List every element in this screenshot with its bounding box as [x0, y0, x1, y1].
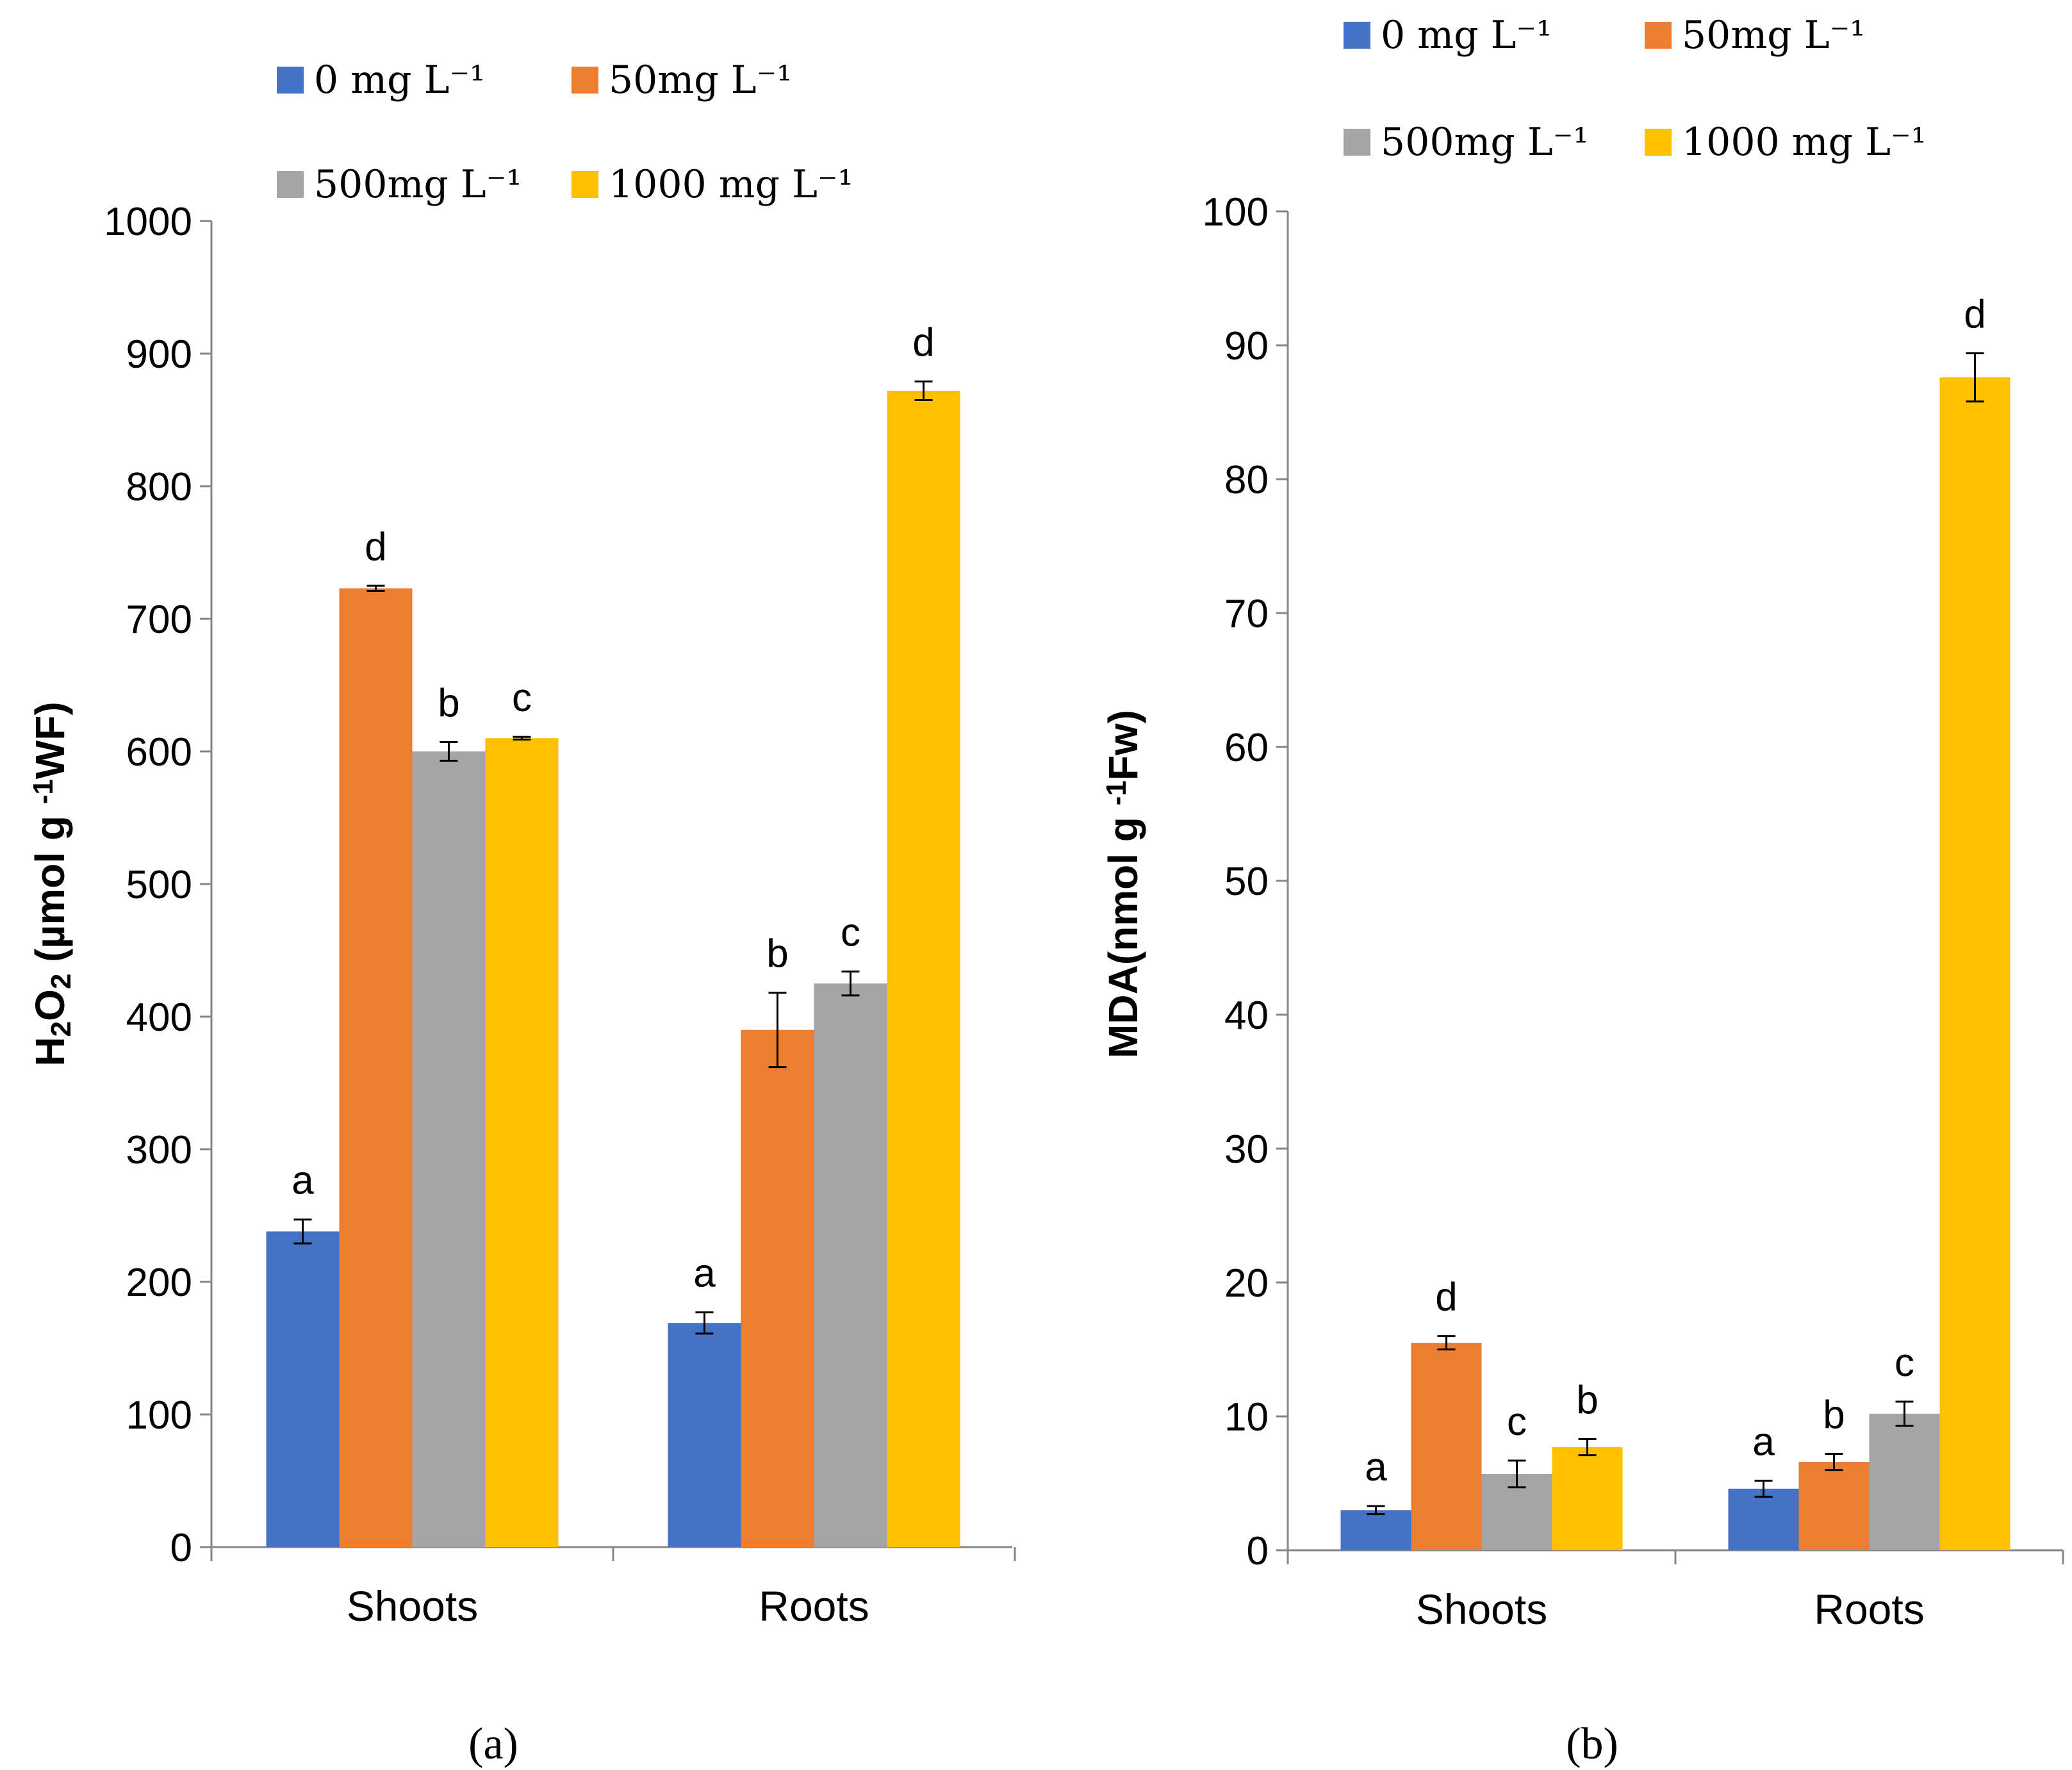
- panel-a-y-tick-label: 100: [126, 1393, 192, 1438]
- panel-b: 0 10 20 30 40 50 60 70 80 90 100 Shoots Roots a a d b c c b…: [1100, 13, 2064, 1769]
- panel-a-y-tick-label: 0: [170, 1526, 192, 1570]
- panel-a-category-label: Roots: [759, 1582, 869, 1630]
- panel-a-legend-swatch: [277, 171, 304, 198]
- panel-a-y-axis-title-part: (µmol g: [27, 804, 73, 973]
- panel-a-y-axis-title-part: O: [27, 989, 73, 1021]
- panel-a-significance-letter: a: [292, 1159, 314, 1203]
- panel-b-legend-swatch: [1344, 22, 1370, 49]
- panel-b-y-axis-title-part: -1: [1101, 780, 1132, 805]
- panel-b-y-tick-label: 20: [1224, 1261, 1269, 1306]
- panel-a-y-axis-title-part: 2: [45, 974, 77, 989]
- panel-b-legend-label: 50mg L⁻¹: [1682, 13, 1865, 58]
- panel-b-legend-label: 0 mg L⁻¹: [1381, 13, 1552, 58]
- panel-a-category-label: Shoots: [347, 1582, 478, 1630]
- panel-b-y-tick-label: 50: [1224, 860, 1269, 904]
- panel-a-label: (a): [468, 1719, 518, 1769]
- panel-b-bar: [1340, 1510, 1411, 1550]
- panel-b-legend-swatch: [1344, 129, 1370, 156]
- panel-b-significance-letter: d: [1964, 293, 1986, 337]
- panel-b-bar: [1411, 1343, 1482, 1550]
- panel-b-y-tick-label: 10: [1224, 1395, 1269, 1439]
- panel-b-y-tick-label: 100: [1203, 190, 1269, 234]
- panel-b-bar: [1869, 1413, 1940, 1550]
- panel-b-significance-letter: c: [1895, 1341, 1914, 1385]
- panel-a-y-tick-label: 1000: [104, 200, 192, 244]
- panel-b-significance-letter: c: [1507, 1400, 1527, 1444]
- panel-a-legend-label: 0 mg L⁻¹: [314, 58, 485, 102]
- panel-a-legend-label: 1000 mg L⁻¹: [609, 162, 853, 207]
- panel-a-bar: [266, 1231, 340, 1547]
- panel-b-y-tick-label: 30: [1224, 1127, 1269, 1172]
- panel-b-category-label: Roots: [1814, 1586, 1924, 1633]
- panel-b-label: (b): [1566, 1719, 1618, 1769]
- panel-a: 0 100 200 300 400 500 600 700 800 900 1000 Shoots Ro…: [27, 58, 1016, 1769]
- panel-a-y-axis-title-part: -1: [28, 779, 59, 804]
- panel-a-y-tick-label: 400: [126, 996, 192, 1040]
- panel-b-significance-letter: b: [1823, 1393, 1845, 1438]
- panel-b-legend-label: 1000 mg L⁻¹: [1682, 120, 1927, 165]
- panel-a-bar: [412, 751, 486, 1547]
- panel-a-significance-letter: c: [512, 676, 532, 720]
- panel-a-legend-label: 500mg L⁻¹: [314, 162, 522, 207]
- panel-a-bar: [339, 588, 413, 1547]
- panel-a-bar: [887, 390, 960, 1548]
- panel-b-significance-letter: b: [1576, 1379, 1598, 1423]
- panel-b-significance-letter: d: [1435, 1275, 1457, 1320]
- panel-a-bar: [741, 1029, 814, 1547]
- panel-b-y-tick-label: 40: [1224, 994, 1269, 1038]
- panel-b-y-tick-label: 90: [1224, 324, 1269, 368]
- panel-b-y-tick-label: 80: [1224, 458, 1269, 502]
- panel-b-bar: [1798, 1462, 1870, 1550]
- panel-b-legend-swatch: [1645, 22, 1672, 49]
- panel-a-significance-letter: c: [841, 911, 860, 955]
- panel-a-y-axis-title: H2O2 (µmol g -1WF): [27, 701, 77, 1066]
- panel-a-y-tick-label: 500: [126, 863, 192, 907]
- panel-a-bar: [814, 983, 887, 1547]
- panel-a-significance-letter: b: [766, 932, 788, 976]
- panel-a-bar: [668, 1323, 741, 1547]
- panel-b-y-axis-title: MDA(nmol g -1Fw): [1100, 710, 1146, 1058]
- panel-a-significance-letter: d: [365, 525, 386, 569]
- panel-b-category-label: Shoots: [1416, 1586, 1547, 1633]
- panel-b-y-tick-label: 70: [1224, 592, 1269, 636]
- panel-b-bar: [1552, 1447, 1623, 1550]
- panel-a-y-tick-label: 800: [126, 465, 192, 509]
- panel-b-significance-letter: a: [1365, 1445, 1387, 1489]
- panel-b-y-tick-label: 0: [1247, 1529, 1269, 1573]
- panel-a-legend-label: 50mg L⁻¹: [609, 58, 792, 102]
- panel-a-significance-letter: b: [438, 682, 459, 726]
- panel-a-bar: [485, 738, 559, 1547]
- panel-a-y-tick-label: 600: [126, 730, 192, 774]
- panel-a-y-tick-label: 200: [126, 1261, 192, 1305]
- panel-a-significance-letter: d: [912, 320, 934, 365]
- panel-b-y-tick-label: 60: [1224, 726, 1269, 770]
- panel-b-y-axis-title-part: Fw): [1100, 710, 1146, 780]
- panel-a-y-tick-label: 700: [126, 598, 192, 642]
- panel-a-legend-swatch: [571, 67, 598, 94]
- panel-a-y-tick-label: 900: [126, 332, 192, 377]
- panel-a-legend-swatch: [571, 171, 598, 198]
- panel-a-legend-swatch: [277, 67, 304, 94]
- panel-b-significance-letter: a: [1752, 1420, 1775, 1464]
- panel-b-bar: [1939, 377, 2010, 1551]
- panel-b-bar: [1728, 1488, 1799, 1550]
- panel-a-significance-letter: a: [693, 1252, 716, 1296]
- panel-b-legend-swatch: [1645, 129, 1672, 156]
- panel-b-legend-label: 500mg L⁻¹: [1381, 120, 1588, 165]
- panel-a-y-axis-title-part: 2: [45, 1021, 77, 1037]
- panel-b-y-axis-title-part: MDA(nmol g: [1100, 805, 1146, 1058]
- panel-a-y-tick-label: 300: [126, 1128, 192, 1172]
- panel-a-y-axis-title-part: H: [27, 1037, 73, 1066]
- panel-a-y-axis-title-part: WF): [27, 701, 73, 779]
